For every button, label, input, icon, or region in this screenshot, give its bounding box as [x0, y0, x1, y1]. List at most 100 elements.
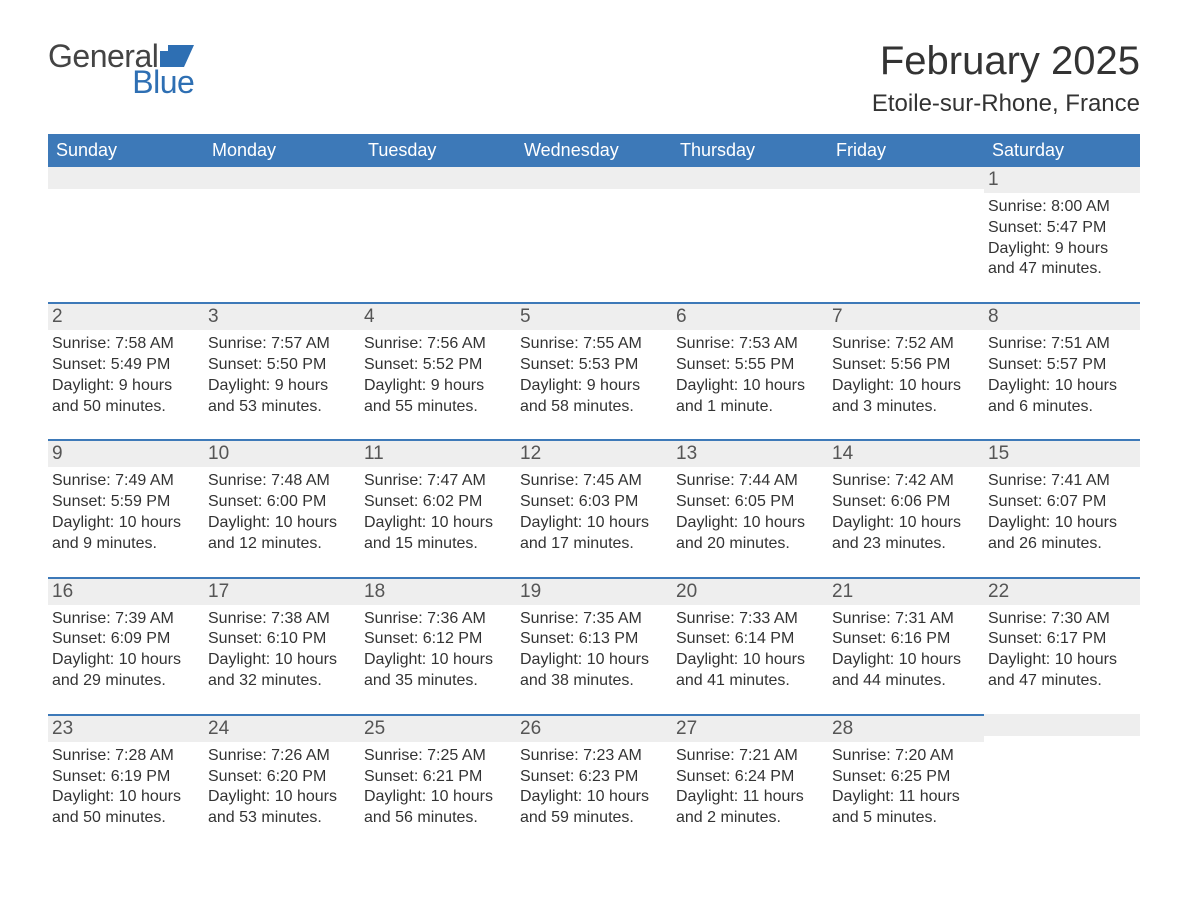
calendar-cell: 3Sunrise: 7:57 AMSunset: 5:50 PMDaylight…: [204, 302, 360, 439]
day-info: Sunrise: 7:21 AMSunset: 6:24 PMDaylight:…: [676, 746, 820, 829]
calendar-cell: 20Sunrise: 7:33 AMSunset: 6:14 PMDayligh…: [672, 577, 828, 714]
calendar-cell: 7Sunrise: 7:52 AMSunset: 5:56 PMDaylight…: [828, 302, 984, 439]
day-number: 1: [988, 169, 999, 190]
sunrise-text: Sunrise: 7:56 AM: [364, 334, 508, 355]
daynum-row: 3: [204, 302, 360, 330]
daylight-text: Daylight: 10 hours and 17 minutes.: [520, 513, 664, 555]
location: Etoile-sur-Rhone, France: [872, 90, 1140, 118]
dow-header: Tuesday: [360, 134, 516, 167]
day-number: 15: [988, 443, 1009, 464]
sunset-text: Sunset: 6:19 PM: [52, 767, 196, 788]
day-number: 2: [52, 306, 63, 327]
sunset-text: Sunset: 5:57 PM: [988, 355, 1132, 376]
day-info: Sunrise: 7:44 AMSunset: 6:05 PMDaylight:…: [676, 471, 820, 554]
calendar-cell: [672, 167, 828, 302]
calendar-cell: 2 Sunrise: 7:58 AMSunset: 5:49 PMDaylight…: [48, 302, 204, 439]
calendar-cell: [984, 714, 1140, 851]
day-number: 23: [52, 718, 73, 739]
day-info: Sunrise: 7:56 AMSunset: 5:52 PMDaylight:…: [364, 334, 508, 417]
sunrise-text: Sunrise: 7:57 AM: [208, 334, 352, 355]
sunrise-text: Sunrise: 7:42 AM: [832, 471, 976, 492]
daynum-row: 9: [48, 439, 204, 467]
daylight-text: Daylight: 10 hours and 35 minutes.: [364, 650, 508, 692]
day-number: 4: [364, 306, 375, 327]
calendar-cell: 15Sunrise: 7:41 AMSunset: 6:07 PMDayligh…: [984, 439, 1140, 576]
daylight-text: Daylight: 10 hours and 26 minutes.: [988, 513, 1132, 555]
day-number: 12: [520, 443, 541, 464]
day-info: Sunrise: 7:53 AMSunset: 5:55 PMDaylight:…: [676, 334, 820, 417]
day-number: 22: [988, 581, 1009, 602]
sunset-text: Sunset: 5:49 PM: [52, 355, 196, 376]
daylight-text: Daylight: 9 hours and 58 minutes.: [520, 376, 664, 418]
sunset-text: Sunset: 5:50 PM: [208, 355, 352, 376]
calendar-cell: 5Sunrise: 7:55 AMSunset: 5:53 PMDaylight…: [516, 302, 672, 439]
sunrise-text: Sunrise: 7:33 AM: [676, 609, 820, 630]
title-block: February 2025 Etoile-sur-Rhone, France: [872, 40, 1140, 128]
calendar-grid: SundayMondayTuesdayWednesdayThursdayFrid…: [48, 134, 1140, 851]
calendar-cell: 9 Sunrise: 7:49 AMSunset: 5:59 PMDaylight…: [48, 439, 204, 576]
day-info: Sunrise: 7:23 AMSunset: 6:23 PMDaylight:…: [520, 746, 664, 829]
dow-header: Wednesday: [516, 134, 672, 167]
calendar-cell: 25Sunrise: 7:25 AMSunset: 6:21 PMDayligh…: [360, 714, 516, 851]
calendar-cell: [204, 167, 360, 302]
sunset-text: Sunset: 6:09 PM: [52, 629, 196, 650]
calendar-cell: 22Sunrise: 7:30 AMSunset: 6:17 PMDayligh…: [984, 577, 1140, 714]
day-info: Sunrise: 7:35 AMSunset: 6:13 PMDaylight:…: [520, 609, 664, 692]
daylight-text: Daylight: 11 hours and 5 minutes.: [832, 787, 976, 829]
daylight-text: Daylight: 10 hours and 20 minutes.: [676, 513, 820, 555]
calendar-cell: 17 Sunrise: 7:38 AMSunset: 6:10 PMDayligh…: [204, 577, 360, 714]
daylight-text: Daylight: 10 hours and 47 minutes.: [988, 650, 1132, 692]
daylight-text: Daylight: 10 hours and 9 minutes.: [52, 513, 196, 555]
calendar-cell: 24Sunrise: 7:26 AMSunset: 6:20 PMDayligh…: [204, 714, 360, 851]
sunrise-text: Sunrise: 7:52 AM: [832, 334, 976, 355]
sunset-text: Sunset: 5:47 PM: [988, 218, 1132, 239]
calendar-cell: 13 Sunrise: 7:44 AMSunset: 6:05 PMDayligh…: [672, 439, 828, 576]
sunrise-text: Sunrise: 7:58 AM: [52, 334, 196, 355]
day-info: Sunrise: 7:28 AMSunset: 6:19 PMDaylight:…: [52, 746, 196, 829]
sunrise-text: Sunrise: 7:45 AM: [520, 471, 664, 492]
day-info: Sunrise: 7:36 AMSunset: 6:12 PMDaylight:…: [364, 609, 508, 692]
sunset-text: Sunset: 5:59 PM: [52, 492, 196, 513]
daylight-text: Daylight: 10 hours and 3 minutes.: [832, 376, 976, 418]
day-number: 13: [676, 443, 697, 464]
header: General Blue February 2025 Etoile-sur-Rh…: [48, 40, 1140, 128]
sunrise-text: Sunrise: 7:21 AM: [676, 746, 820, 767]
sunrise-text: Sunrise: 7:53 AM: [676, 334, 820, 355]
calendar-cell: [516, 167, 672, 302]
calendar-cell: 11Sunrise: 7:47 AMSunset: 6:02 PMDayligh…: [360, 439, 516, 576]
day-info: Sunrise: 7:39 AMSunset: 6:09 PMDaylight:…: [52, 609, 196, 692]
daynum-row: 5: [516, 302, 672, 330]
sunrise-text: Sunrise: 7:31 AM: [832, 609, 976, 630]
day-info: Sunrise: 7:58 AMSunset: 5:49 PMDaylight:…: [52, 334, 196, 417]
day-info: Sunrise: 7:25 AMSunset: 6:21 PMDaylight:…: [364, 746, 508, 829]
sunrise-text: Sunrise: 7:23 AM: [520, 746, 664, 767]
daylight-text: Daylight: 10 hours and 1 minute.: [676, 376, 820, 418]
day-info: Sunrise: 7:49 AMSunset: 5:59 PMDaylight:…: [52, 471, 196, 554]
sunrise-text: Sunrise: 7:51 AM: [988, 334, 1132, 355]
sunset-text: Sunset: 5:55 PM: [676, 355, 820, 376]
daynum-row: 27: [672, 714, 828, 742]
sunset-text: Sunset: 6:23 PM: [520, 767, 664, 788]
calendar-cell: 8Sunrise: 7:51 AMSunset: 5:57 PMDaylight…: [984, 302, 1140, 439]
day-number: 28: [832, 718, 853, 739]
dow-header: Thursday: [672, 134, 828, 167]
day-number: 11: [364, 443, 384, 464]
daynum-row: 1: [984, 167, 1140, 193]
sunrise-text: Sunrise: 7:44 AM: [676, 471, 820, 492]
day-info: Sunrise: 8:00 AMSunset: 5:47 PMDaylight:…: [988, 197, 1132, 280]
sunrise-text: Sunrise: 7:47 AM: [364, 471, 508, 492]
daynum-row: 18: [360, 577, 516, 605]
daynum-row: [672, 167, 828, 189]
day-info: Sunrise: 7:31 AMSunset: 6:16 PMDaylight:…: [832, 609, 976, 692]
daynum-row: 26: [516, 714, 672, 742]
dow-header: Friday: [828, 134, 984, 167]
daylight-text: Daylight: 10 hours and 44 minutes.: [832, 650, 976, 692]
daylight-text: Daylight: 10 hours and 50 minutes.: [52, 787, 196, 829]
daylight-text: Daylight: 10 hours and 6 minutes.: [988, 376, 1132, 418]
calendar-cell: 23 Sunrise: 7:28 AMSunset: 6:19 PMDayligh…: [48, 714, 204, 851]
day-number: 16: [52, 581, 73, 602]
daynum-row: 17: [204, 577, 360, 605]
daylight-text: Daylight: 10 hours and 38 minutes.: [520, 650, 664, 692]
calendar-cell: 26 Sunrise: 7:23 AMSunset: 6:23 PMDayligh…: [516, 714, 672, 851]
day-info: Sunrise: 7:38 AMSunset: 6:10 PMDaylight:…: [208, 609, 352, 692]
